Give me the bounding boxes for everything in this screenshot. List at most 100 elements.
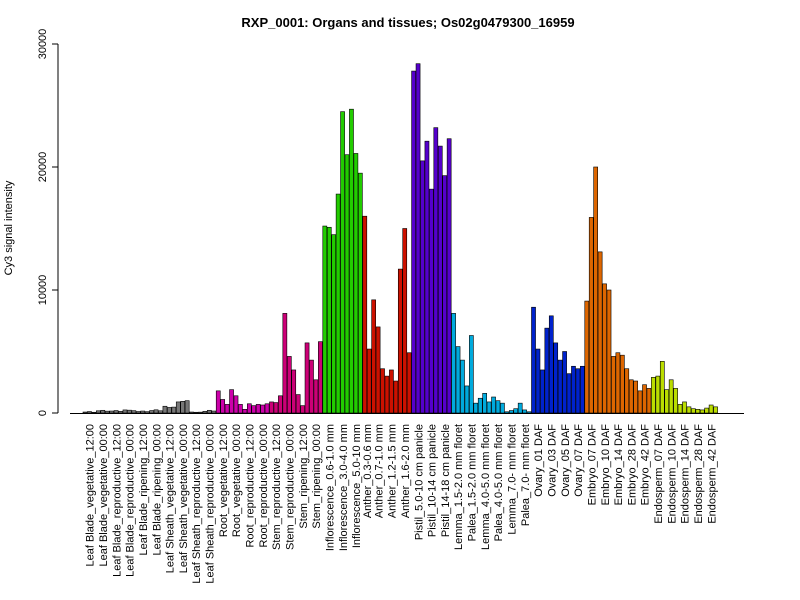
x-tick-label: Inflorescence_0.6-1.0 mm (324, 424, 336, 551)
bar (455, 346, 461, 414)
bar (224, 404, 230, 414)
x-tick-label: Anther_1.6-2.0 mm (400, 424, 412, 518)
y-axis: 0 10000 20000 30000 (37, 29, 59, 416)
x-tick-label: Pistil_5.0-10 cm panicle (413, 424, 425, 540)
bar (699, 409, 705, 414)
bar (691, 408, 696, 414)
x-tick-label: Leaf Sheath_vegetative_00:00 (178, 424, 190, 573)
x-tick-label: Endosperm_07 DAF (653, 424, 665, 524)
y-tick-label: 10000 (37, 275, 49, 306)
bar (482, 393, 487, 414)
bar (242, 409, 248, 414)
y-axis-label: Cy3 signal intensity (3, 180, 15, 275)
bar (429, 188, 434, 414)
bar (202, 410, 208, 414)
x-tick-label: Endosperm_42 DAF (706, 424, 718, 524)
bar (615, 352, 621, 414)
bar (158, 410, 163, 414)
bar (247, 403, 252, 414)
bar (682, 401, 687, 414)
bar (548, 315, 554, 414)
bar (659, 361, 665, 414)
bar (286, 356, 292, 414)
bar (633, 380, 638, 414)
y-tick-label: 0 (37, 410, 49, 416)
bar (504, 411, 510, 414)
x-tick-label: Embryo_42 DAF (640, 424, 652, 506)
bar (628, 379, 634, 414)
x-tick-label: Embryo_07 DAF (586, 424, 598, 506)
x-axis-labels: Leaf Blade_vegetative_12:00 Leaf Blade_ve… (85, 424, 719, 584)
x-tick-label: Leaf Blade_ripening_00:00 (151, 424, 163, 556)
bar (575, 368, 581, 414)
bar (473, 402, 479, 414)
bar (304, 342, 310, 414)
x-tick-label: Embryo_14 DAF (613, 424, 625, 506)
x-tick-label: Stem_reproductive_12:00 (271, 424, 283, 550)
bar (491, 396, 496, 414)
bar (313, 379, 319, 414)
bar (269, 401, 274, 414)
x-tick-label: Leaf Blade_vegetative_12:00 (85, 424, 97, 567)
x-tick-label: Anther_0.7-1.0 mm (373, 424, 385, 518)
bar (135, 411, 141, 414)
x-tick-label: Root_reproductive_12:00 (245, 424, 257, 548)
x-tick-label: Embryo_10 DAF (600, 424, 612, 506)
x-tick-label: Leaf Sheath_reproductive_12:00 (191, 424, 203, 584)
bar (584, 300, 590, 414)
x-tick-label: Embryo_28 DAF (626, 424, 638, 506)
bar (406, 352, 412, 414)
bar (566, 373, 572, 414)
bar (144, 411, 150, 414)
bar (291, 369, 297, 414)
bar (251, 405, 257, 414)
bar (602, 283, 607, 414)
bar (349, 108, 354, 414)
bar (544, 327, 550, 414)
bar (167, 407, 172, 414)
bar (531, 306, 536, 414)
bar (278, 395, 283, 414)
bar (655, 375, 661, 414)
bar (637, 390, 643, 414)
x-tick-label: Palea_4.0-5.0 mm floret (493, 424, 505, 541)
bar (122, 409, 128, 414)
bar (220, 399, 226, 414)
bar (704, 407, 710, 414)
x-tick-label: Endosperm_28 DAF (693, 424, 705, 524)
bar (508, 410, 514, 414)
bar (460, 359, 465, 414)
bar (162, 405, 168, 414)
bar (477, 397, 483, 414)
bar (500, 402, 505, 414)
x-tick-label: Ovary_03 DAF (546, 424, 558, 497)
bar (646, 388, 652, 414)
bar (233, 395, 239, 414)
bar (695, 409, 701, 414)
bar (189, 411, 194, 414)
bar (526, 411, 532, 414)
bar (295, 394, 301, 414)
bar (620, 354, 625, 414)
bar (118, 410, 123, 414)
bar (180, 401, 186, 414)
bar (495, 400, 501, 414)
bar (340, 111, 345, 414)
x-tick-label: Leaf Sheath_reproductive_00:00 (205, 424, 217, 584)
bar (91, 411, 97, 414)
bar (486, 401, 492, 414)
x-tick-label: Leaf Blade_reproductive_00:00 (125, 424, 137, 577)
bar (353, 153, 359, 414)
bar (282, 313, 288, 414)
x-tick-label: Lemma_1.5-2.0 mm floret (453, 424, 465, 550)
bar (469, 335, 474, 414)
bar (415, 63, 421, 414)
bar (193, 411, 199, 414)
bar (686, 406, 692, 414)
x-tick-label: Ovary_01 DAF (533, 424, 545, 497)
x-tick-label: Stem_reproductive_00:00 (284, 424, 296, 550)
x-tick-label: Lemma_7.0- mm floret (507, 424, 519, 535)
bar (362, 215, 368, 414)
bar (713, 406, 718, 414)
